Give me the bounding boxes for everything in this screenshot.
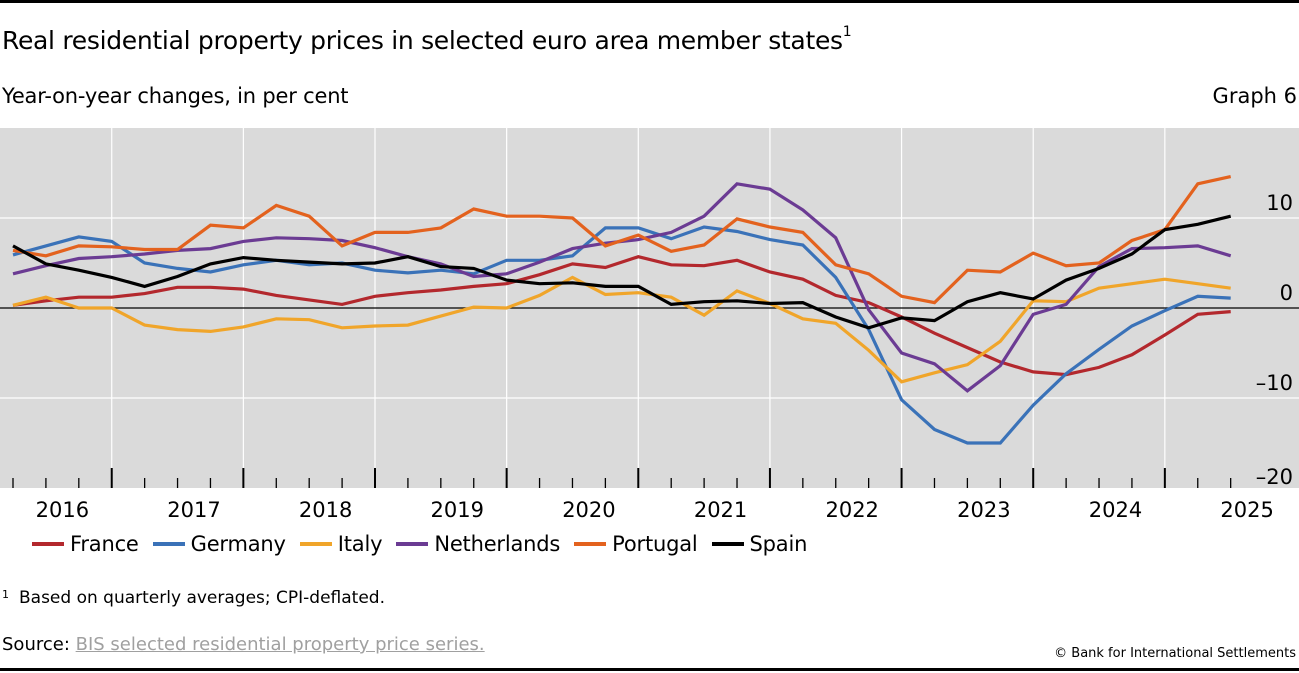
source-link[interactable]: BIS selected residential property price … xyxy=(75,634,485,655)
series-line-portugal xyxy=(12,175,1232,305)
x-tick-label: 2025 xyxy=(1220,498,1273,522)
series-line-italy xyxy=(12,275,1231,384)
chart-title: Real residential property prices in sele… xyxy=(2,24,852,55)
footnote-text: Based on quarterly averages; CPI-deflate… xyxy=(19,588,385,608)
graph-number: Graph 6 xyxy=(1212,84,1297,108)
legend-swatch xyxy=(574,542,607,546)
copyright: © Bank for International Settlements xyxy=(1054,646,1296,661)
bottom-rule xyxy=(0,668,1299,671)
x-tick-label: 2017 xyxy=(167,498,220,522)
x-tick-label: 2018 xyxy=(299,498,352,522)
legend-item-netherlands: Netherlands xyxy=(396,532,560,556)
x-tick-label: 2022 xyxy=(825,498,878,522)
series-line-germany xyxy=(12,225,1231,445)
x-tick-label: 2020 xyxy=(562,498,615,522)
x-tick-label: 2024 xyxy=(1089,498,1142,522)
y-tick-label: –10 xyxy=(1256,371,1293,395)
legend-swatch xyxy=(32,542,64,546)
title-footnote-marker: 1 xyxy=(842,24,852,40)
chart-title-text: Real residential property prices in sele… xyxy=(2,26,843,55)
legend-item-france: France xyxy=(32,532,139,556)
legend-label: Spain xyxy=(749,532,808,556)
y-tick-label: 10 xyxy=(1266,191,1293,215)
x-tick-label: 2023 xyxy=(957,498,1010,522)
x-axis-labels: 2016 2017 2018 2019 2020 2021 2022 2023 2024 2025 xyxy=(36,498,1274,522)
footnote: 1 Based on quarterly averages; CPI-deflat… xyxy=(2,588,385,608)
legend-label: Portugal xyxy=(612,532,698,556)
chart-subtitle: Year-on-year changes, in per cent xyxy=(2,84,349,108)
legend-item-italy: Italy xyxy=(299,532,383,556)
legend: France Germany Italy Netherlands Portugal Spa… xyxy=(32,532,821,556)
legend-label: Italy xyxy=(337,532,383,556)
legend-label: France xyxy=(70,532,139,556)
series-line-spain xyxy=(12,214,1232,330)
top-rule xyxy=(0,0,1299,3)
series-lines xyxy=(12,175,1232,445)
legend-item-germany: Germany xyxy=(152,532,286,556)
legend-swatch xyxy=(711,542,744,546)
legend-label: Netherlands xyxy=(434,532,561,556)
x-tick-label: 2021 xyxy=(694,498,747,522)
y-tick-label: 0 xyxy=(1280,281,1293,305)
legend-item-portugal: Portugal xyxy=(574,532,698,556)
source-label: Source: xyxy=(2,634,70,655)
series-line-france xyxy=(12,255,1231,377)
y-tick-label: –20 xyxy=(1256,465,1293,489)
x-axis-ticks xyxy=(12,468,1232,488)
legend-item-spain: Spain xyxy=(711,532,808,556)
legend-label: Germany xyxy=(190,532,286,556)
x-tick-label: 2019 xyxy=(431,498,484,522)
legend-swatch xyxy=(299,542,332,546)
line-chart: 100–10–20 2016 2017 2018 2019 2020 2021 2022 20… xyxy=(0,128,1299,522)
horizontal-gridlines xyxy=(0,217,1299,399)
y-axis-labels: 10 0 –10 –20 xyxy=(1256,191,1293,489)
legend-swatch xyxy=(396,542,429,546)
x-tick-label: 2016 xyxy=(36,498,89,522)
legend-swatch xyxy=(152,542,185,546)
footnote-marker: 1 xyxy=(2,588,9,601)
source-line: Source: BIS selected residential propert… xyxy=(2,634,485,655)
